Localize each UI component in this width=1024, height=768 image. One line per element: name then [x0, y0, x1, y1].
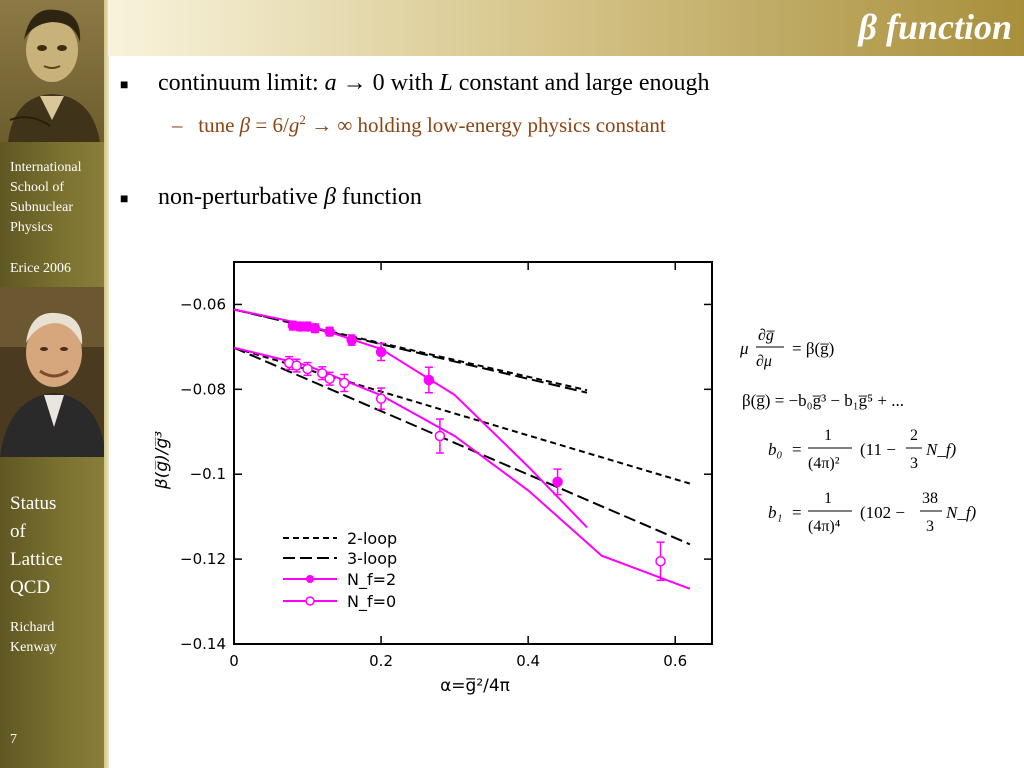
- bullet-text: non-perturbative: [158, 184, 324, 210]
- data-point: [375, 346, 387, 358]
- formula-b1-frac-den: 3: [926, 518, 934, 535]
- formula-mu: μ: [739, 339, 749, 358]
- sub-bullet-tune-beta: – tune β = 6/g2 → ∞ holding low-energy p…: [172, 112, 666, 138]
- y-tick-label: −0.12: [180, 550, 226, 568]
- beta-symbol: β function: [858, 7, 1012, 47]
- beta-function-chart: 0 0.2 0.4 0.6 −0.06 −0.08 −0.1 −0.12 −0.14 β(g̅)…: [155, 261, 713, 696]
- y-tick-label: −0.1: [190, 465, 226, 483]
- x-tick-label: 0.6: [663, 652, 687, 670]
- school-line: Physics: [10, 220, 53, 235]
- page-number: 7: [10, 732, 17, 747]
- legend-marker-nf2: [306, 575, 314, 583]
- young-portrait-photo: [0, 0, 106, 142]
- bullet-continuum-limit: continuum limit: a → 0 with L constant a…: [158, 70, 710, 97]
- data-point: [552, 476, 563, 488]
- legend-label: N_f=2: [347, 570, 396, 590]
- x-tick-label: 0: [229, 652, 239, 670]
- sub-bullet-text: β: [239, 113, 251, 137]
- formula-b0-num: 1: [824, 427, 832, 444]
- sub-bullet-text: tune: [198, 113, 240, 137]
- slide-title: β function: [859, 6, 1012, 48]
- bullet-text: function: [335, 184, 422, 210]
- legend-label: N_f=0: [347, 592, 396, 612]
- bullet-nonperturbative: non-perturbative β function: [158, 184, 422, 211]
- school-line: Subnuclear: [10, 200, 73, 215]
- author-line: Richard: [10, 620, 55, 635]
- sub-bullet-text: = 6/: [250, 113, 289, 137]
- legend-label: 2-loop: [347, 529, 397, 548]
- bullet-text: constant and large enough: [452, 70, 710, 96]
- bullet-marker: ■: [120, 192, 129, 207]
- formula-beta-series: β(g̅) = −b₀g̅³ − b₁g̅⁵ + ...: [742, 391, 904, 410]
- series-line: [233, 346, 691, 546]
- school-line: School of: [10, 180, 65, 195]
- formula-dg: ∂g̅: [758, 327, 775, 344]
- formula-b0-frac-den: 3: [910, 455, 918, 472]
- event-label: Erice 2006: [10, 261, 72, 276]
- formula-b0-paren: (11 −: [860, 440, 896, 459]
- formula-dmu: ∂μ: [756, 353, 772, 370]
- formula-b1-frac-num: 38: [922, 490, 938, 507]
- sub-bullet-text: 2: [299, 112, 306, 127]
- school-line: International: [10, 160, 82, 175]
- bullet-text: → 0 with: [336, 70, 440, 96]
- x-axis-label: α=g̅²/4π: [440, 676, 510, 696]
- legend: 2-loop 3-loop N_f=2 N_f=0: [283, 529, 397, 612]
- plot-area: [233, 261, 713, 645]
- y-tick-label: −0.06: [180, 295, 226, 313]
- talk-title-line: QCD: [10, 577, 51, 598]
- formula-b1-label: b₁: [768, 503, 782, 522]
- talk-title: Status of Lattice QCD: [10, 490, 63, 602]
- bullet-text: a: [324, 70, 337, 96]
- author-line: Kenway: [10, 640, 57, 655]
- data-point: [434, 430, 446, 442]
- formula-b0-den: (4π)²: [808, 455, 840, 472]
- data-point: [423, 374, 435, 386]
- data-point: [316, 367, 328, 379]
- bullet-text: L: [439, 70, 453, 96]
- formula-b1-paren: (102 −: [860, 503, 905, 522]
- data-point: [324, 326, 335, 337]
- data-point: [302, 363, 313, 375]
- formula-b0-nf: N_f): [925, 440, 957, 459]
- sidebar-divider: [104, 0, 109, 768]
- talk-title-line: Status: [10, 493, 57, 514]
- data-point: [375, 393, 387, 404]
- y-tick-label: −0.14: [180, 635, 226, 653]
- school-name: International School of Subnuclear Physi…: [10, 158, 82, 238]
- formula-eq1: = β(g̅): [792, 339, 834, 358]
- sidebar: International School of Subnuclear Physi…: [0, 0, 108, 768]
- formula-b1-nf: N_f): [945, 503, 977, 522]
- data-point: [291, 360, 302, 371]
- bullet-marker: ■: [120, 78, 129, 93]
- formula-b0-frac-num: 2: [910, 427, 918, 444]
- talk-title-line: Lattice: [10, 549, 63, 570]
- elder-portrait-photo: [0, 287, 106, 457]
- formula-b1-eq: =: [792, 503, 802, 522]
- data-point: [346, 334, 357, 346]
- data-point: [655, 555, 666, 567]
- sub-bullet-text: g: [288, 113, 300, 137]
- data-point: [309, 322, 321, 334]
- formula-b0-eq: =: [792, 440, 802, 459]
- y-tick-label: −0.08: [180, 380, 226, 398]
- x-tick-label: 0.4: [516, 652, 540, 670]
- legend-label: 3-loop: [347, 549, 397, 568]
- title-bar: β function: [108, 0, 1024, 56]
- x-tick-label: 0.2: [369, 652, 393, 670]
- legend-marker-nf0: [305, 596, 315, 606]
- author-name: Richard Kenway: [10, 618, 57, 658]
- bullet-text: β: [323, 184, 336, 210]
- formula-b1-den: (4π)⁴: [808, 518, 841, 535]
- sub-bullet-text: → ∞ holding low-energy physics constant: [305, 113, 666, 137]
- bullet-text: continuum limit:: [158, 70, 325, 96]
- beta-function-formulas: μ ∂g̅ ∂μ = β(g̅) β(g̅) = −b₀g̅³ − b₁g̅⁵ …: [739, 327, 977, 535]
- y-axis-label: β(g̅)/g̅³: [155, 431, 172, 490]
- formula-b1-num: 1: [824, 490, 832, 507]
- formula-b0-label: b₀: [768, 440, 783, 459]
- data-point: [339, 377, 350, 389]
- data-point: [324, 373, 335, 384]
- talk-title-line: of: [10, 521, 26, 542]
- sub-bullet-dash: –: [172, 113, 183, 137]
